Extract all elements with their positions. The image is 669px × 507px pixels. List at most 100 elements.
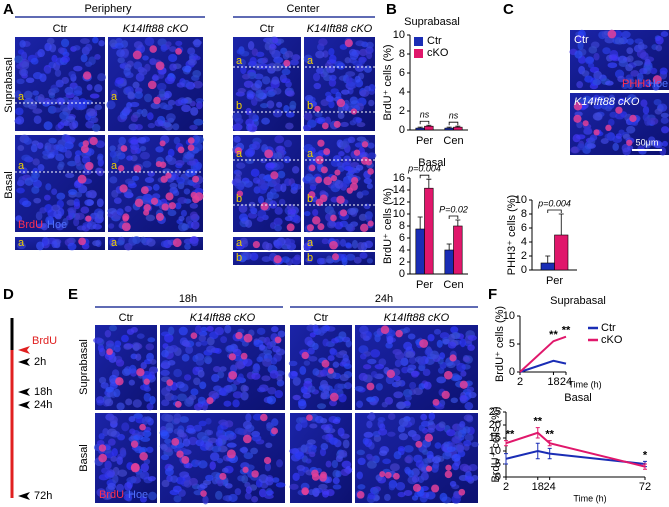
nucleus	[63, 121, 71, 127]
nucleus	[642, 106, 650, 115]
brdu-cell	[219, 472, 227, 480]
bar	[453, 225, 463, 275]
nucleus	[315, 67, 325, 74]
nucleus	[181, 353, 190, 362]
region-label: a	[111, 160, 118, 172]
brdu-cell	[260, 202, 269, 211]
nucleus	[229, 383, 237, 392]
nucleus	[464, 433, 474, 442]
y-tick-label: 10	[393, 29, 405, 41]
nucleus	[377, 428, 388, 436]
brdu-cell	[273, 255, 282, 264]
nucleus	[309, 423, 318, 429]
nucleus	[604, 105, 613, 112]
brdu-cell	[334, 169, 341, 176]
nucleus	[64, 86, 74, 95]
brdu-cell	[165, 192, 174, 201]
nucleus	[337, 427, 345, 437]
nucleus	[214, 348, 222, 354]
brdu-cell	[187, 144, 195, 151]
nucleus	[370, 370, 378, 378]
series-line	[519, 359, 567, 373]
nucleus	[388, 483, 396, 491]
error-bar	[426, 178, 432, 189]
nucleus	[281, 68, 291, 76]
nucleus	[370, 349, 381, 358]
nucleus	[94, 84, 103, 93]
nucleus	[126, 476, 137, 484]
brdu-cell	[168, 202, 176, 210]
nucleus	[584, 75, 593, 83]
row-label: Basal	[3, 171, 15, 199]
micrograph	[232, 36, 301, 133]
brdu-cell	[380, 325, 390, 335]
nucleus	[395, 482, 406, 491]
nucleus	[173, 136, 181, 145]
nucleus	[86, 108, 96, 117]
nucleus	[259, 102, 269, 109]
nucleus	[398, 433, 409, 441]
group-header: Periphery	[84, 3, 132, 15]
nucleus	[147, 417, 154, 426]
brdu-cell	[139, 452, 148, 461]
nucleus	[408, 356, 417, 365]
nucleus	[116, 402, 125, 411]
nucleus	[240, 50, 250, 57]
nucleus	[144, 93, 153, 103]
y-tick-label: 10	[503, 310, 515, 322]
nucleus	[463, 440, 472, 447]
nucleus	[321, 434, 329, 440]
nucleus	[137, 136, 147, 144]
nucleus	[89, 93, 100, 99]
nucleus	[339, 238, 347, 247]
nucleus	[23, 90, 33, 100]
nucleus	[571, 146, 579, 153]
nucleus	[403, 445, 414, 453]
nucleus	[178, 215, 185, 222]
series-line	[505, 449, 646, 465]
nucleus	[329, 54, 337, 64]
nucleus	[378, 450, 388, 456]
nucleus	[285, 111, 295, 118]
nucleus	[141, 108, 148, 118]
nucleus	[633, 60, 644, 66]
nucleus	[79, 38, 90, 44]
nucleus	[608, 118, 615, 126]
nucleus	[400, 357, 409, 366]
nucleus	[175, 160, 185, 166]
nucleus	[214, 326, 224, 336]
nucleus	[149, 358, 157, 365]
bar	[444, 249, 454, 275]
brdu-cell	[234, 147, 243, 155]
nucleus	[124, 243, 133, 251]
nucleus	[114, 42, 124, 49]
chart-title: Suprabasal	[404, 16, 460, 28]
nucleus	[117, 57, 125, 64]
brdu-cell	[336, 195, 345, 205]
error-bar	[446, 126, 452, 129]
nucleus	[174, 169, 181, 176]
nucleus	[198, 460, 208, 469]
nucleus	[262, 241, 270, 250]
brdu-cell	[330, 175, 338, 182]
micrograph	[108, 236, 203, 251]
annotation: p=0.004	[407, 164, 441, 174]
nucleus	[176, 82, 185, 88]
nucleus	[417, 475, 425, 484]
brdu-cell	[98, 453, 107, 463]
nucleus	[274, 224, 282, 232]
region-label: a	[236, 237, 243, 249]
nucleus	[193, 142, 203, 152]
brdu-cell	[615, 106, 623, 114]
nucleus	[147, 170, 155, 177]
nucleus	[577, 143, 585, 151]
nucleus	[19, 167, 28, 175]
brdu-cell	[346, 187, 353, 194]
nucleus	[354, 75, 361, 83]
nucleus	[439, 352, 446, 360]
nucleus	[104, 329, 112, 338]
nucleus	[463, 414, 474, 422]
nucleus	[329, 399, 338, 407]
nucleus	[248, 112, 257, 121]
nucleus	[464, 402, 474, 411]
